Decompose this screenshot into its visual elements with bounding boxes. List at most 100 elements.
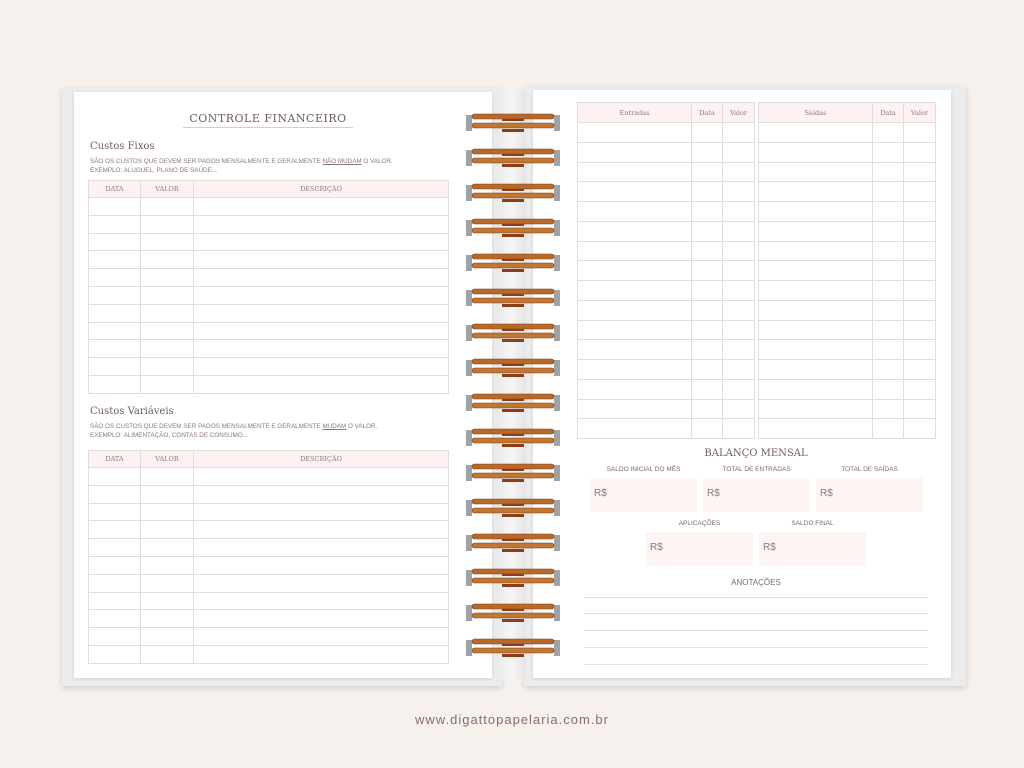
table-cell[interactable] <box>872 339 904 360</box>
table-cell[interactable] <box>88 502 141 522</box>
table-cell[interactable] <box>193 303 449 323</box>
table-cell[interactable] <box>140 268 194 287</box>
table-cell[interactable] <box>140 538 194 557</box>
table-cell[interactable] <box>758 201 873 222</box>
table-cell[interactable] <box>722 122 755 143</box>
table-cell[interactable] <box>140 339 194 359</box>
table-cell[interactable] <box>872 141 904 163</box>
table-cell[interactable] <box>577 398 692 420</box>
table-cell[interactable] <box>722 418 755 439</box>
table-cell[interactable] <box>577 181 692 202</box>
balance-field[interactable]: R$ <box>759 532 866 566</box>
table-cell[interactable] <box>872 181 904 202</box>
table-cell[interactable] <box>691 181 723 202</box>
table-cell[interactable] <box>88 339 141 359</box>
table-cell[interactable] <box>193 232 449 252</box>
table-cell[interactable] <box>193 573 449 593</box>
table-cell[interactable] <box>140 303 194 323</box>
table-cell[interactable] <box>193 197 449 216</box>
table-cell[interactable] <box>193 321 449 341</box>
table-cell[interactable] <box>758 260 873 281</box>
table-cell[interactable] <box>577 201 692 222</box>
table-cell[interactable] <box>88 538 141 557</box>
table-cell[interactable] <box>758 299 873 321</box>
table-cell[interactable] <box>88 268 141 287</box>
table-cell[interactable] <box>872 398 904 420</box>
table-cell[interactable] <box>903 418 936 439</box>
table-cell[interactable] <box>88 467 141 486</box>
table-cell[interactable] <box>193 467 449 486</box>
table-cell[interactable] <box>140 644 194 664</box>
table-cell[interactable] <box>903 359 936 380</box>
table-cell[interactable] <box>88 644 141 664</box>
table-cell[interactable] <box>903 260 936 281</box>
table-cell[interactable] <box>722 319 755 341</box>
table-cell[interactable] <box>758 141 873 163</box>
table-cell[interactable] <box>140 520 194 540</box>
notes-line[interactable] <box>584 613 928 614</box>
table-cell[interactable] <box>140 591 194 611</box>
table-cell[interactable] <box>722 181 755 202</box>
table-cell[interactable] <box>903 339 936 360</box>
table-cell[interactable] <box>691 161 723 183</box>
table-cell[interactable] <box>872 260 904 281</box>
table-cell[interactable] <box>691 359 723 380</box>
table-cell[interactable] <box>758 398 873 420</box>
table-cell[interactable] <box>140 357 194 376</box>
table-cell[interactable] <box>691 220 723 242</box>
table-cell[interactable] <box>193 591 449 611</box>
table-cell[interactable] <box>577 339 692 360</box>
table-cell[interactable] <box>722 378 755 400</box>
table-cell[interactable] <box>88 609 141 629</box>
table-cell[interactable] <box>577 220 692 242</box>
table-cell[interactable] <box>88 303 141 323</box>
table-cell[interactable] <box>758 122 873 143</box>
table-cell[interactable] <box>722 280 755 301</box>
table-cell[interactable] <box>88 627 141 646</box>
table-cell[interactable] <box>872 240 904 262</box>
notes-line[interactable] <box>584 647 928 648</box>
table-cell[interactable] <box>577 161 692 183</box>
table-cell[interactable] <box>903 141 936 163</box>
table-cell[interactable] <box>722 141 755 163</box>
table-cell[interactable] <box>193 538 449 557</box>
notes-line[interactable] <box>584 664 928 665</box>
table-cell[interactable] <box>722 220 755 242</box>
table-cell[interactable] <box>722 201 755 222</box>
table-cell[interactable] <box>193 555 449 575</box>
table-cell[interactable] <box>193 627 449 646</box>
table-cell[interactable] <box>691 240 723 262</box>
table-cell[interactable] <box>88 232 141 252</box>
table-cell[interactable] <box>88 250 141 270</box>
table-cell[interactable] <box>140 609 194 629</box>
table-cell[interactable] <box>140 374 194 394</box>
table-cell[interactable] <box>577 260 692 281</box>
table-cell[interactable] <box>577 319 692 341</box>
table-cell[interactable] <box>140 250 194 270</box>
table-cell[interactable] <box>577 418 692 439</box>
table-cell[interactable] <box>140 321 194 341</box>
table-cell[interactable] <box>722 339 755 360</box>
table-cell[interactable] <box>88 374 141 394</box>
table-cell[interactable] <box>758 161 873 183</box>
table-cell[interactable] <box>722 161 755 183</box>
table-cell[interactable] <box>140 573 194 593</box>
table-cell[interactable] <box>577 240 692 262</box>
balance-field[interactable]: R$ <box>703 478 810 512</box>
table-cell[interactable] <box>193 374 449 394</box>
table-cell[interactable] <box>872 280 904 301</box>
table-cell[interactable] <box>722 359 755 380</box>
table-cell[interactable] <box>903 398 936 420</box>
table-cell[interactable] <box>691 378 723 400</box>
table-cell[interactable] <box>722 398 755 420</box>
notes-line[interactable] <box>584 630 928 631</box>
table-cell[interactable] <box>140 627 194 646</box>
table-cell[interactable] <box>758 359 873 380</box>
table-cell[interactable] <box>872 378 904 400</box>
table-cell[interactable] <box>722 240 755 262</box>
table-cell[interactable] <box>903 122 936 143</box>
table-cell[interactable] <box>903 161 936 183</box>
table-cell[interactable] <box>140 197 194 216</box>
table-cell[interactable] <box>577 299 692 321</box>
table-cell[interactable] <box>193 285 449 305</box>
